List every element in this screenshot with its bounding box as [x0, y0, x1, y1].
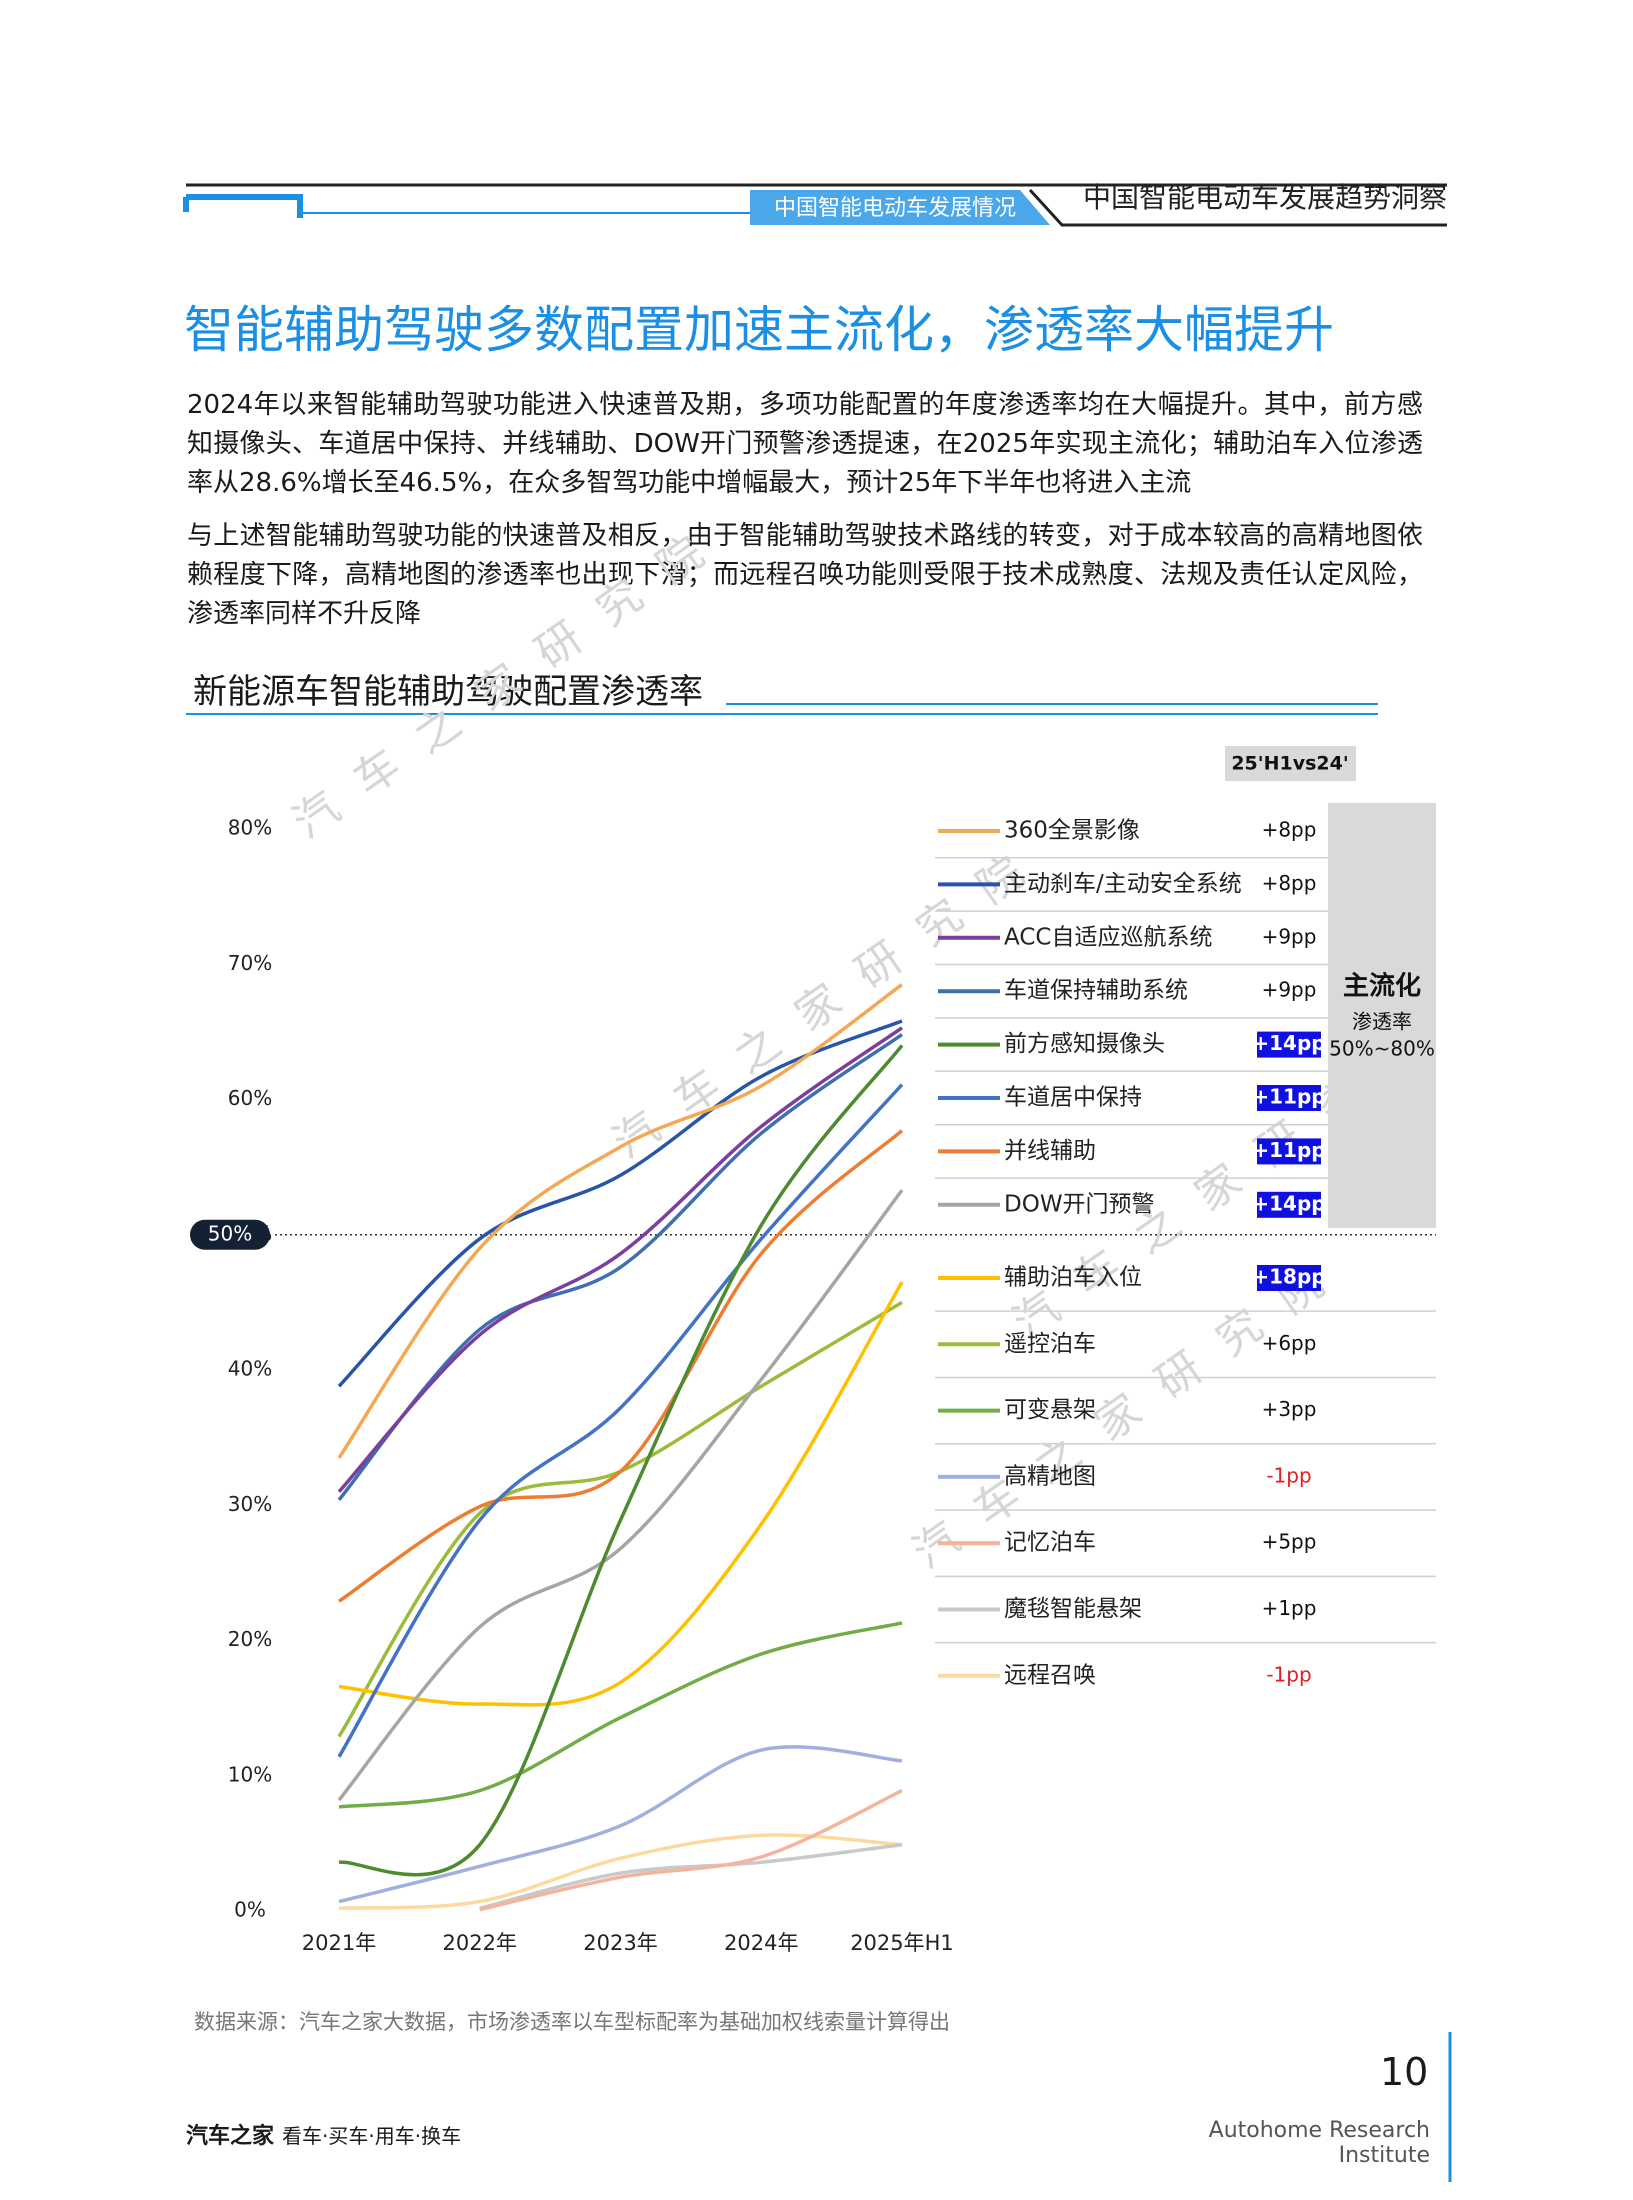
- series-line: [338, 1129, 904, 1603]
- y-tick-label: 10%: [228, 1762, 272, 1786]
- change-highlight: [1257, 1191, 1321, 1218]
- legend-label: 远程召唤: [1004, 1662, 1096, 1688]
- series-line: [337, 1300, 903, 1738]
- y-tick-label: 60%: [228, 1086, 272, 1110]
- x-tick-label: 2021年: [302, 1931, 376, 1955]
- change-label: +18pp: [1252, 1265, 1325, 1289]
- legend-label: 并线辅助: [1004, 1138, 1096, 1164]
- mainstream-title: 主流化: [1343, 972, 1421, 1002]
- change-highlight: [1257, 1265, 1321, 1291]
- legend-label: 记忆泊车: [1004, 1530, 1096, 1556]
- change-label: -1pp: [1266, 1463, 1311, 1487]
- legend-label: 车道保持辅助系统: [1004, 978, 1188, 1004]
- chart-title: 新能源车智能辅助驾驶配置渗透率: [193, 672, 703, 712]
- change-label: +11pp: [1252, 1138, 1325, 1162]
- reference-pill: [190, 1219, 270, 1250]
- series-line: [337, 983, 904, 1459]
- y-tick-label: 0%: [234, 1898, 266, 1922]
- x-tick-label: 2023年: [583, 1931, 657, 1955]
- series-line: [338, 1745, 903, 1904]
- mainstream-text: 渗透率: [1352, 1010, 1412, 1034]
- footer-slogan: 看车·买车·用车·换车: [282, 2124, 462, 2148]
- series-line: [338, 1281, 904, 1707]
- source-note: 数据来源：汽车之家大数据，市场渗透率以车型标配率为基础加权线索量计算得出: [194, 2010, 950, 2034]
- change-label: +9pp: [1262, 924, 1317, 948]
- change-header-box: [1225, 746, 1356, 781]
- paragraph: 2024年以来智能辅助驾驶功能进入快速普及期，多项功能配置的年度渗透率均在大幅提…: [187, 390, 1423, 498]
- chart: 汽车之家研究院汽车之家研究院汽车之家研究院汽车之家研究院0%10%20%30%4…: [190, 510, 1458, 1955]
- legend-label: DOW开门预警: [1004, 1191, 1155, 1217]
- change-label: +8pp: [1262, 871, 1317, 895]
- x-tick-label: 2022年: [443, 1931, 517, 1955]
- legend-label: 车道居中保持: [1004, 1085, 1142, 1111]
- series-line: [338, 1044, 904, 1877]
- page-title: 智能辅助驾驶多数配置加速主流化，渗透率大幅提升: [184, 301, 1334, 359]
- change-label: +8pp: [1262, 818, 1317, 842]
- header-bracket: [183, 194, 303, 218]
- mainstream-text: 50%~80%: [1329, 1037, 1435, 1061]
- change-header: 25'H1vs24': [1231, 753, 1348, 775]
- series-line: [337, 1026, 904, 1493]
- change-label: +14pp: [1252, 1191, 1325, 1215]
- series-line: [337, 1083, 904, 1758]
- footer-brand: 汽车之家: [186, 2124, 275, 2149]
- mainstream-box: [1328, 803, 1436, 1228]
- footer-institute: Autohome Research Institute: [1208, 2118, 1430, 2168]
- change-label: +11pp: [1252, 1085, 1325, 1109]
- report-title: 中国智能电动车发展趋势洞察: [1083, 181, 1447, 214]
- legend-label: 高精地图: [1004, 1463, 1096, 1489]
- x-tick-label: 2024年: [724, 1931, 798, 1955]
- change-label: -1pp: [1266, 1662, 1311, 1686]
- y-tick-label: 80%: [228, 816, 272, 840]
- change-highlight: [1257, 1138, 1321, 1165]
- paragraph: 与上述智能辅助驾驶功能的快速普及相反，由于智能辅助驾驶技术路线的转变，对于成本较…: [187, 521, 1423, 629]
- legend-label: 辅助泊车入位: [1004, 1265, 1142, 1291]
- change-label: +14pp: [1252, 1031, 1325, 1055]
- legend-label: 前方感知摄像头: [1004, 1031, 1165, 1057]
- series-line: [338, 1621, 903, 1809]
- change-highlight: [1257, 1031, 1321, 1058]
- series-line: [337, 1189, 904, 1802]
- series-line: [479, 1842, 903, 1910]
- watermark: 汽车之家研究院: [284, 510, 738, 849]
- y-tick-label: 30%: [228, 1492, 272, 1516]
- header-tab: [750, 190, 1050, 225]
- change-label: +9pp: [1262, 978, 1317, 1002]
- change-label: +6pp: [1262, 1331, 1317, 1355]
- legend-label: ACC自适应巡航系统: [1004, 924, 1212, 950]
- legend-label: 遥控泊车: [1004, 1331, 1096, 1357]
- legend-label: 魔毯智能悬架: [1004, 1596, 1142, 1622]
- change-label: +5pp: [1262, 1530, 1317, 1554]
- watermark: 汽车之家研究院: [604, 830, 1058, 1169]
- y-tick-label: 20%: [228, 1627, 272, 1651]
- change-label: +3pp: [1262, 1397, 1317, 1421]
- legend-label: 360全景影像: [1004, 818, 1140, 844]
- legend-label: 可变悬架: [1004, 1397, 1096, 1423]
- header-tab-text: 中国智能电动车发展情况: [774, 196, 1016, 221]
- y-tick-label: 40%: [228, 1357, 272, 1381]
- y-tick-label: 70%: [228, 951, 272, 975]
- legend-label: 主动刹车/主动安全系统: [1004, 871, 1242, 897]
- series-line: [338, 1833, 903, 1911]
- x-tick-label: 2025年H1: [850, 1931, 954, 1955]
- series-line: [479, 1789, 903, 1912]
- change-label: +1pp: [1262, 1596, 1317, 1620]
- page-number: 10: [1380, 2050, 1429, 2094]
- change-highlight: [1257, 1085, 1321, 1111]
- header-tab-edge: [1028, 188, 1447, 227]
- reference-label: 50%: [208, 1221, 252, 1245]
- series-line: [337, 1019, 903, 1388]
